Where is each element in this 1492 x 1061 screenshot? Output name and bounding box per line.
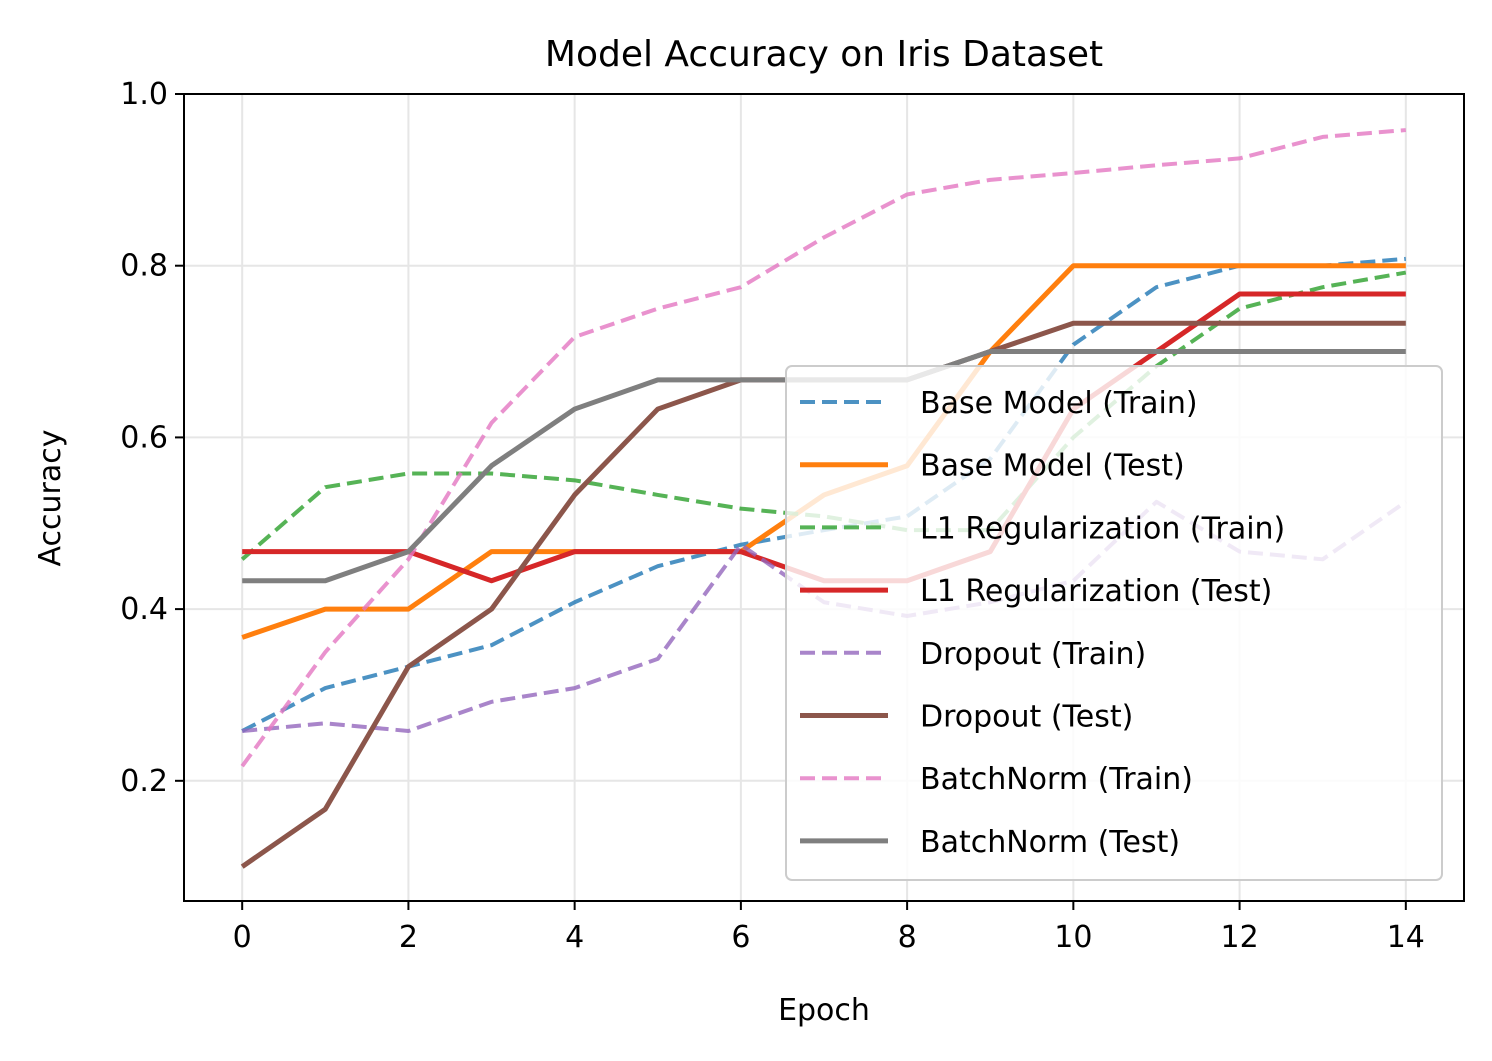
legend-label: BatchNorm (Test) — [920, 825, 1180, 860]
legend-label: Dropout (Train) — [920, 637, 1146, 672]
legend-box — [785, 365, 1443, 881]
series-line — [240, 270, 1407, 561]
legend-label: Dropout (Test) — [920, 700, 1133, 735]
x-tick-label: 0 — [233, 920, 252, 955]
series-line — [240, 128, 1406, 768]
y-axis-label: Accuracy — [33, 430, 68, 567]
axis-ticks: 0 2 4 6 8 10 12 14 0.2 0.4 0.6 0.8 1.0 — [120, 77, 1425, 955]
x-tick-label: 14 — [1387, 920, 1425, 955]
y-tick-label: 1.0 — [120, 77, 168, 112]
legend-label: L1 Regularization (Train) — [920, 511, 1285, 546]
chart-title: Model Accuracy on Iris Dataset — [545, 34, 1103, 75]
legend-label: BatchNorm (Train) — [920, 762, 1193, 797]
x-axis-label: Epoch — [778, 993, 870, 1028]
y-tick-label: 0.8 — [120, 249, 168, 284]
x-tick-label: 12 — [1220, 920, 1258, 955]
legend-label: L1 Regularization (Test) — [920, 574, 1272, 609]
x-tick-label: 4 — [565, 920, 584, 955]
legend-label: Base Model (Test) — [920, 449, 1185, 484]
legend-label: Base Model (Train) — [920, 386, 1198, 421]
x-tick-label: 10 — [1054, 920, 1092, 955]
y-tick-label: 0.2 — [120, 764, 168, 799]
y-tick-label: 0.4 — [120, 592, 168, 627]
x-tick-label: 8 — [898, 920, 917, 955]
plot-area-frame — [183, 93, 1465, 902]
legend: Base Model (Train) Base Model (Test) L1 Re… — [785, 365, 1443, 881]
x-tick-label: 2 — [399, 920, 418, 955]
x-tick-label: 6 — [731, 920, 750, 955]
y-tick-label: 0.6 — [120, 420, 168, 455]
